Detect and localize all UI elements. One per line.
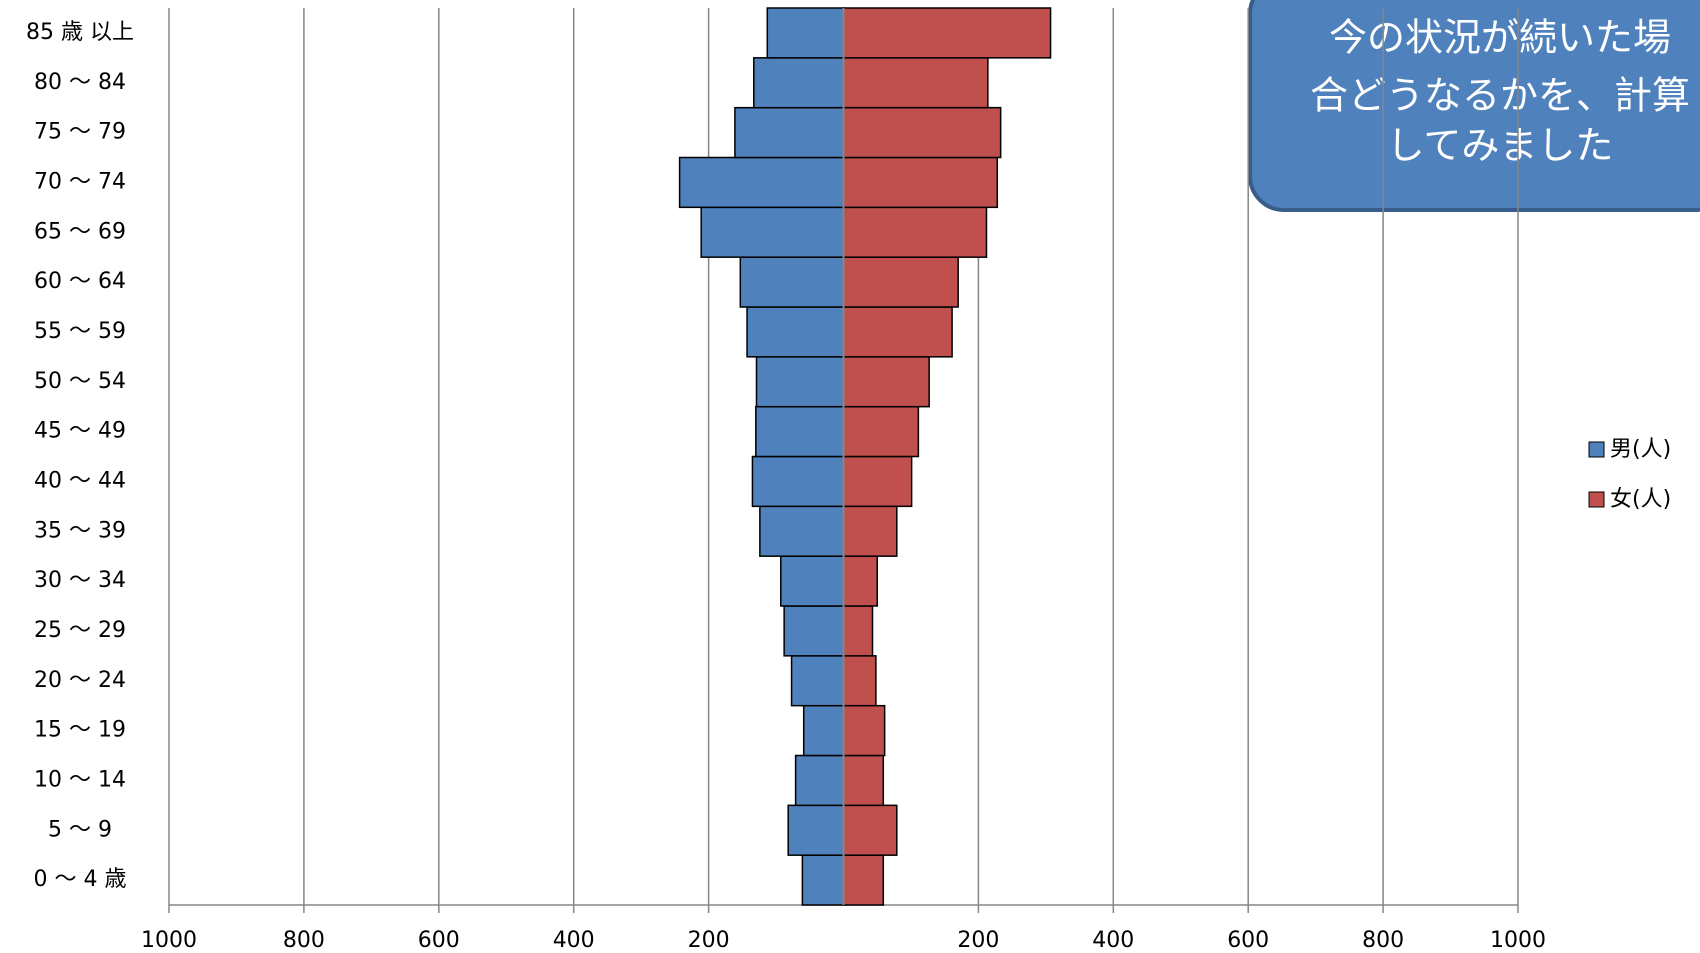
y-tick-label: 5 ～ 9 bbox=[48, 817, 112, 842]
bar bbox=[842, 505, 898, 557]
bar bbox=[842, 256, 959, 308]
x-tick-label: 600 bbox=[418, 928, 460, 953]
bar bbox=[794, 754, 845, 807]
bar bbox=[842, 854, 885, 906]
bar bbox=[802, 704, 845, 757]
x-tick-label: 400 bbox=[553, 928, 595, 953]
x-tick-label: 200 bbox=[688, 928, 730, 953]
bar bbox=[766, 7, 845, 59]
bar bbox=[759, 505, 845, 557]
legend-label: 男(人) bbox=[1610, 437, 1671, 462]
bar bbox=[842, 655, 877, 707]
y-tick-label: 55 ～ 59 bbox=[34, 319, 126, 344]
bar bbox=[842, 605, 874, 657]
x-tick-label: 1000 bbox=[141, 928, 197, 953]
x-tick-label: 800 bbox=[1362, 928, 1404, 953]
annotation-box bbox=[1248, 0, 1700, 212]
bar bbox=[787, 804, 845, 856]
x-tick-label: 1000 bbox=[1490, 928, 1546, 953]
y-tick-label: 85 歳 以上 bbox=[26, 20, 134, 45]
bar bbox=[842, 7, 1052, 59]
y-tick-label: 65 ～ 69 bbox=[34, 219, 126, 244]
y-tick-label: 75 ～ 79 bbox=[34, 120, 126, 145]
y-tick-label: 40 ～ 44 bbox=[34, 468, 126, 493]
y-tick-label: 0 ～ 4 歳 bbox=[34, 867, 127, 892]
y-tick-label: 45 ～ 49 bbox=[34, 419, 126, 444]
bar bbox=[842, 555, 878, 607]
bar bbox=[842, 405, 920, 458]
bar bbox=[842, 704, 886, 757]
bar bbox=[842, 804, 898, 856]
y-tick-label: 25 ～ 29 bbox=[34, 618, 126, 643]
bar bbox=[734, 106, 845, 159]
bar bbox=[753, 57, 845, 109]
y-tick-label: 60 ～ 64 bbox=[34, 269, 126, 294]
bar bbox=[842, 455, 913, 508]
legend-swatch bbox=[1588, 441, 1605, 458]
bar bbox=[790, 655, 845, 707]
bar bbox=[780, 555, 845, 607]
x-tick-label: 200 bbox=[957, 928, 999, 953]
y-tick-label: 20 ～ 24 bbox=[34, 668, 126, 693]
bar bbox=[751, 455, 845, 508]
bar bbox=[842, 156, 999, 209]
bar bbox=[842, 106, 1002, 159]
x-tick-label: 400 bbox=[1092, 928, 1134, 953]
legend-label: 女(人) bbox=[1610, 487, 1671, 512]
legend-swatch bbox=[1588, 491, 1605, 508]
bar bbox=[739, 256, 845, 308]
bar bbox=[842, 206, 988, 258]
bar bbox=[842, 356, 930, 408]
y-tick-label: 50 ～ 54 bbox=[34, 369, 126, 394]
bar bbox=[842, 57, 989, 109]
bar bbox=[755, 356, 845, 408]
bar bbox=[700, 206, 845, 258]
bar bbox=[842, 306, 953, 358]
bar bbox=[746, 306, 845, 358]
y-tick-label: 30 ～ 34 bbox=[34, 568, 126, 593]
x-tick-label: 600 bbox=[1227, 928, 1269, 953]
y-tick-label: 10 ～ 14 bbox=[34, 767, 126, 792]
annotation: 合どうなるかを、計算 bbox=[1310, 74, 1690, 118]
bar bbox=[783, 605, 845, 657]
x-tick-label: 800 bbox=[283, 928, 325, 953]
y-tick-label: 35 ～ 39 bbox=[34, 518, 126, 543]
bar bbox=[801, 854, 845, 906]
annotation: してみました bbox=[1387, 124, 1614, 168]
bar bbox=[842, 754, 885, 807]
y-tick-label: 80 ～ 84 bbox=[34, 70, 126, 95]
bar bbox=[755, 405, 845, 458]
y-tick-label: 15 ～ 19 bbox=[34, 718, 126, 743]
bar bbox=[678, 156, 845, 209]
y-tick-label: 70 ～ 74 bbox=[34, 169, 126, 194]
annotation: 今の状況が続いた場 bbox=[1329, 16, 1671, 60]
